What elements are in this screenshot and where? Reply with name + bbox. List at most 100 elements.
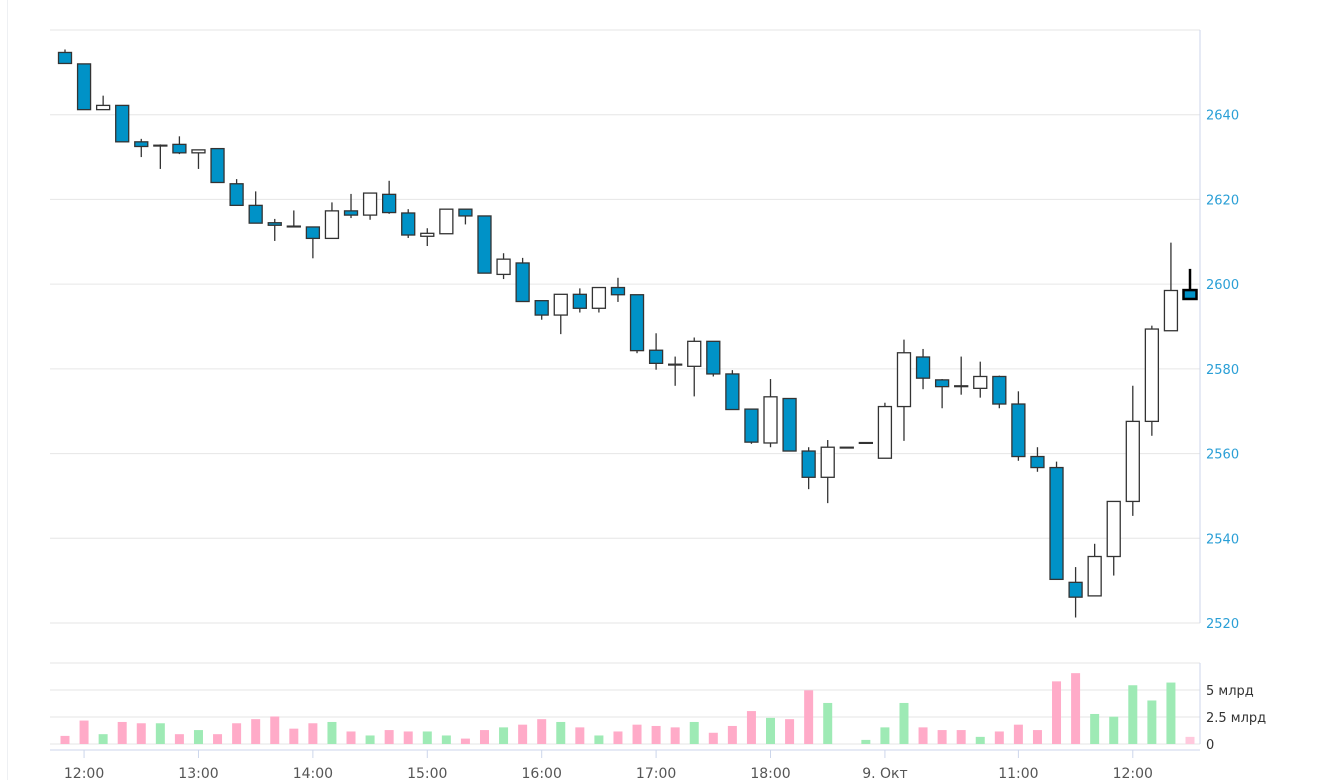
volume-bar (613, 731, 623, 744)
volume-bar (861, 739, 871, 744)
volume-bar (1071, 673, 1081, 744)
volume-bar (346, 731, 356, 744)
price-tick-label: 2640 (1206, 109, 1239, 124)
candle-body (648, 349, 664, 365)
candle (992, 375, 1007, 409)
candle-body (973, 375, 988, 389)
volume-bar (441, 735, 451, 744)
volume-bar (251, 719, 261, 744)
candle (610, 277, 626, 302)
candle-body (172, 143, 187, 154)
candle (286, 210, 301, 228)
candle (1087, 543, 1102, 597)
candle-body (1106, 500, 1121, 558)
price-tick-label: 2620 (1206, 193, 1239, 208)
candle-body (286, 225, 301, 228)
candle-body (439, 208, 454, 235)
candle-body (610, 286, 626, 296)
candle (496, 253, 511, 280)
volume-bar (937, 730, 947, 744)
candle (553, 293, 568, 335)
candle (1144, 325, 1160, 436)
candle (629, 294, 645, 354)
volume-bar (308, 723, 318, 744)
candle-body (687, 340, 702, 367)
volume-bar (727, 725, 737, 744)
volume-bar (1090, 713, 1100, 744)
volume-bar (327, 721, 337, 744)
candle-body (57, 51, 73, 65)
volume-bar (956, 730, 966, 744)
volume-bar (1166, 682, 1176, 744)
candle (801, 447, 816, 490)
candle (820, 440, 835, 504)
candle (1106, 500, 1121, 576)
volume-bar (918, 727, 928, 744)
volume-bar (1185, 736, 1195, 744)
x-axis-ticks: 12:00 13:00 14:00 15:00 16:00 17:00 18:00 9. Ок… (64, 750, 1153, 780)
volume-tick-label: 2.5 млрд (1206, 711, 1266, 726)
candle-body (401, 212, 416, 236)
price-tick-label: 2580 (1206, 363, 1239, 378)
volume-bar (975, 736, 985, 744)
price-tick-label: 2600 (1206, 278, 1239, 293)
candle (934, 379, 950, 409)
volume-bar (823, 702, 833, 744)
candle-body (382, 193, 397, 214)
candle (76, 63, 92, 111)
candle (324, 202, 340, 240)
price-tick-label: 2520 (1206, 617, 1239, 632)
volume-bar (117, 721, 127, 744)
volume-bar (556, 721, 566, 744)
volume-bar (384, 730, 394, 744)
candle-body (534, 300, 549, 316)
candle-body (915, 356, 931, 379)
candle-body (725, 373, 740, 411)
candle-body (1182, 288, 1198, 301)
candle-body (782, 397, 797, 452)
volume-bar (804, 690, 814, 744)
x-tick-label: 17:00 (636, 766, 676, 780)
volume-bar (98, 734, 108, 744)
candle-body (1068, 581, 1083, 598)
x-tick-label: 18:00 (750, 766, 790, 780)
candle-body (1030, 455, 1045, 469)
volume-bar (422, 731, 432, 744)
candle-body (1087, 555, 1102, 597)
candle (1011, 391, 1026, 461)
candle (706, 340, 721, 377)
candle-body (496, 258, 511, 276)
candle (439, 208, 454, 235)
volume-bar (403, 731, 413, 744)
volume-bar (60, 735, 70, 744)
candle-body (992, 375, 1007, 405)
volume-bar (518, 724, 528, 744)
volume-bar (1109, 716, 1119, 744)
x-tick-label: 12:00 (64, 766, 104, 780)
x-tick-label: 15:00 (407, 766, 447, 780)
candle-body (267, 222, 282, 226)
candle (515, 257, 530, 303)
volume-bar (899, 702, 909, 744)
left-border (7, 0, 8, 780)
candle-body (706, 340, 721, 375)
candle-body (305, 226, 321, 240)
volume-bar (708, 732, 718, 744)
candle-body (858, 441, 873, 445)
candle-body (115, 104, 130, 143)
volume-bar (785, 719, 795, 744)
volume-bars (60, 673, 1195, 744)
candle (229, 179, 244, 207)
volume-bar (79, 720, 89, 744)
candle-body (954, 385, 969, 388)
candle-body (629, 294, 645, 352)
candle-body (343, 210, 359, 216)
candle (858, 441, 873, 445)
candle (382, 180, 397, 214)
candle (95, 95, 111, 111)
candle (1182, 268, 1198, 301)
candle (191, 149, 206, 169)
candle (572, 288, 587, 313)
volume-bar (174, 734, 184, 744)
volume-bar (880, 727, 890, 744)
